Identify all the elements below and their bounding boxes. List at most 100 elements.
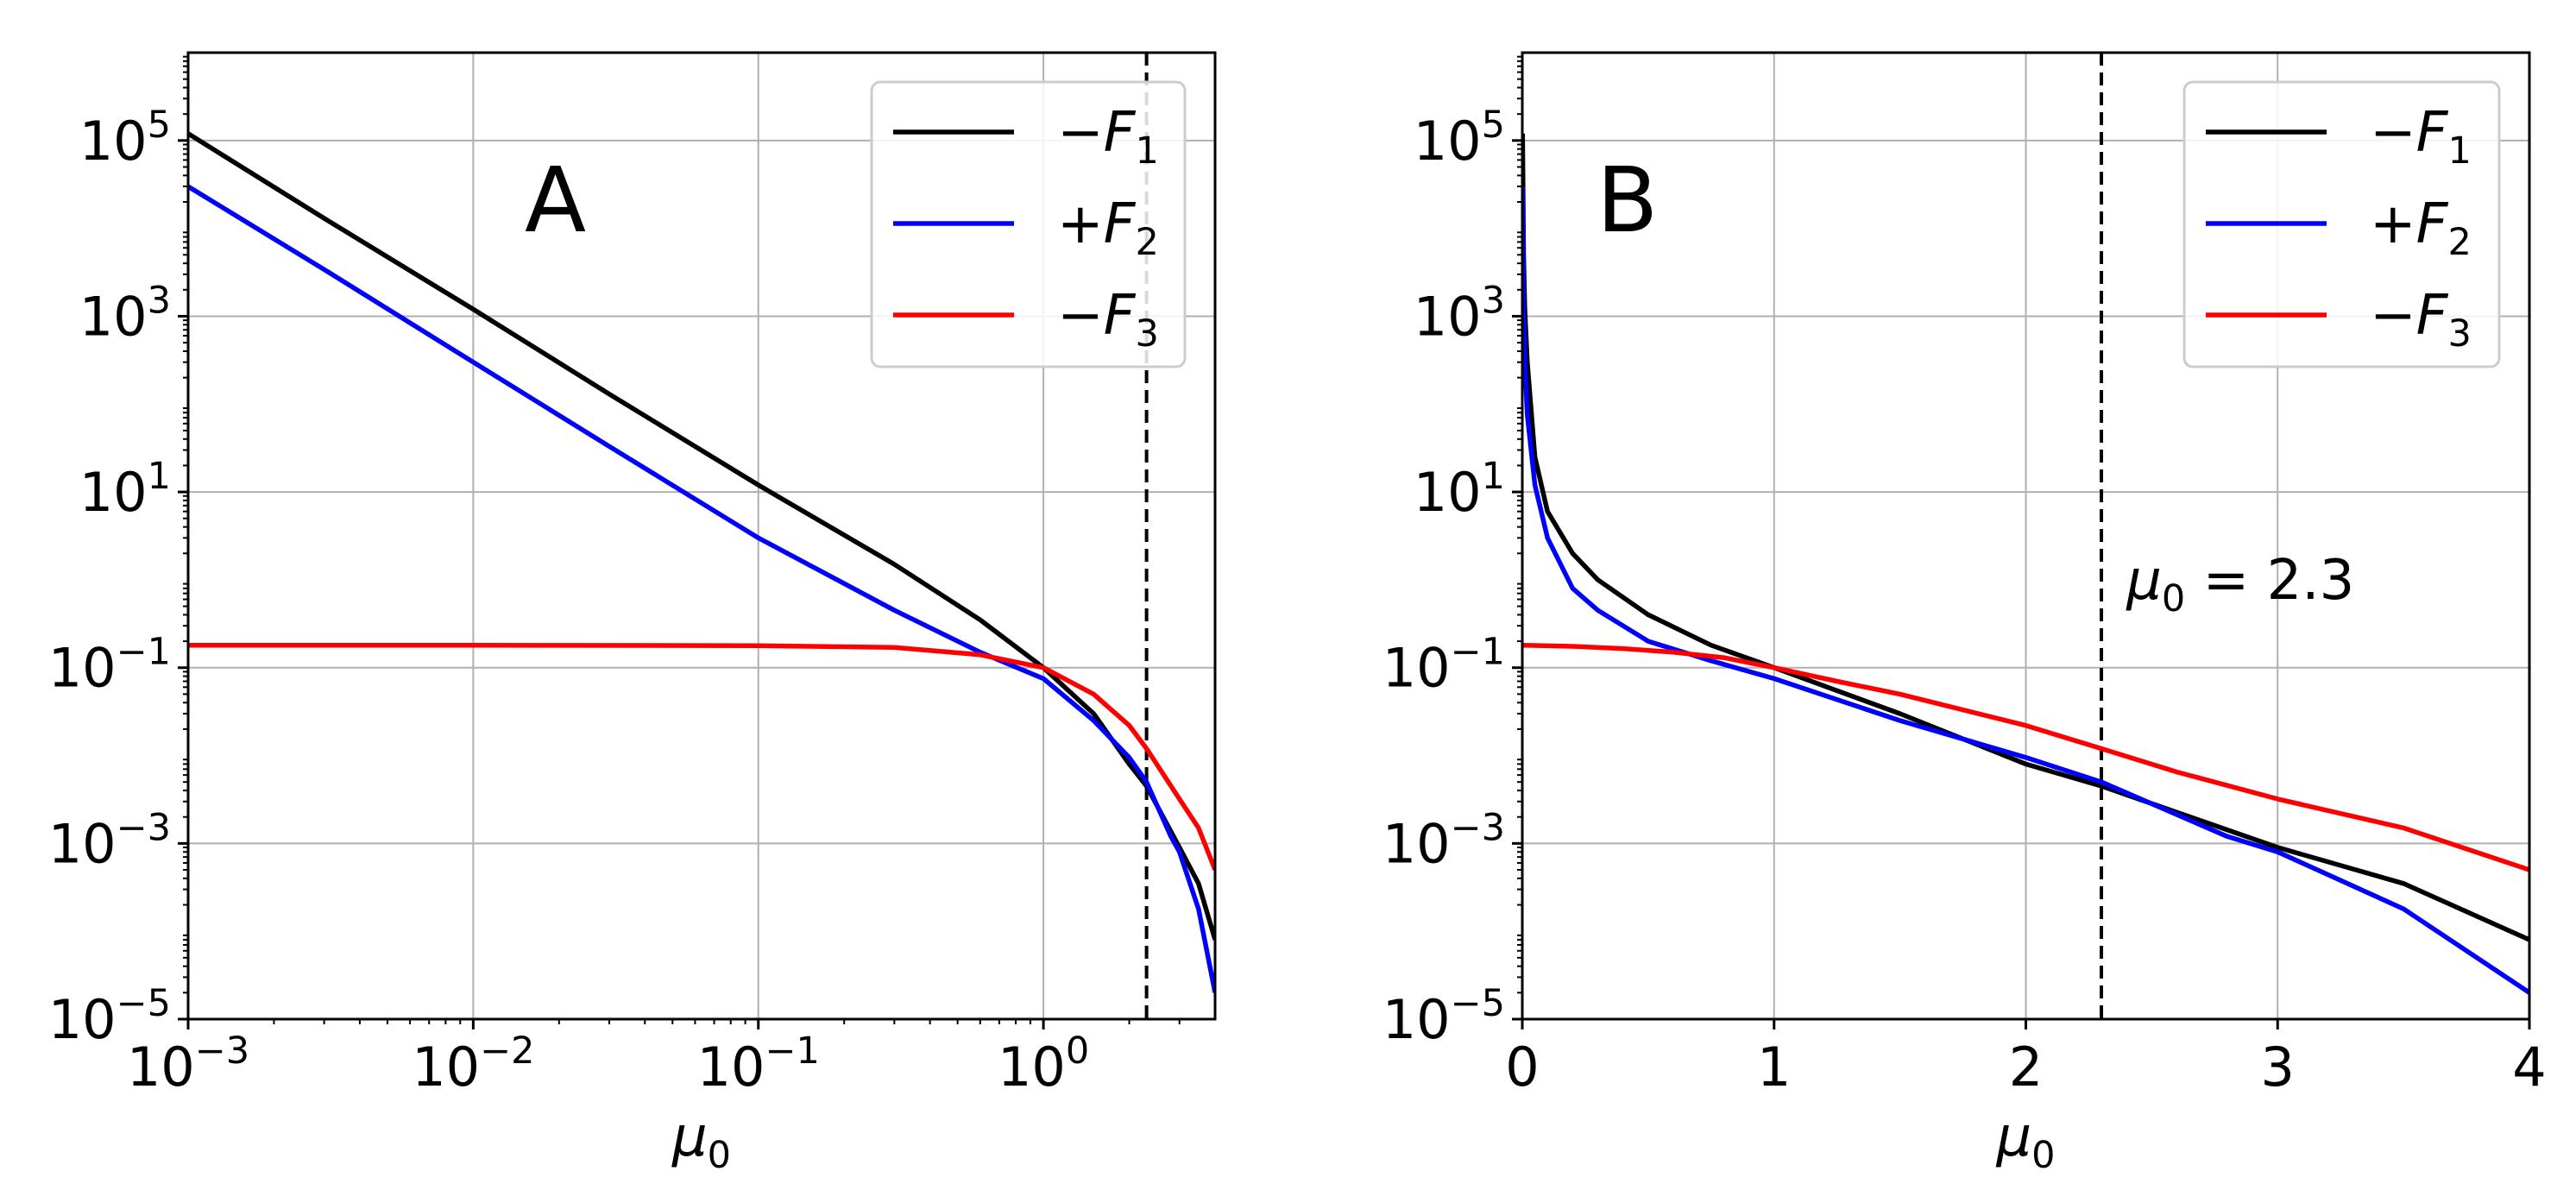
tick-base: 10 <box>48 812 117 875</box>
legend-label-1: −F1 <box>2370 101 2472 173</box>
annotation-main: μ <box>2126 549 2162 613</box>
legend-label-main: F <box>1104 101 1137 165</box>
y-tick-label: 103 <box>1414 279 1505 348</box>
legend-label-1: −F1 <box>1057 101 1159 173</box>
annotation-sub: 0 <box>2162 577 2185 620</box>
legend-label-sign: + <box>1057 192 1104 256</box>
tick-base: 10 <box>998 1036 1066 1099</box>
tick-exponent: 1 <box>148 455 171 498</box>
legend-label-sign: − <box>2370 284 2416 348</box>
tick-exponent: −3 <box>117 806 171 849</box>
legend: −F1+F2−F3 <box>2182 80 2501 368</box>
legend: −F1+F2−F3 <box>870 80 1187 368</box>
tick-base: 10 <box>79 110 148 173</box>
tick-exponent: −2 <box>480 1029 534 1073</box>
tick-base: 10 <box>79 461 148 524</box>
legend-label-sign: + <box>2370 192 2416 256</box>
legend-label-2: +F2 <box>2370 192 2472 264</box>
x-tick-label: 2 <box>2009 1036 2043 1099</box>
tick-exponent: −1 <box>765 1029 819 1073</box>
legend-label-sub: 3 <box>1135 312 1158 356</box>
series-line-3 <box>1522 642 2529 872</box>
y-tick-label: 103 <box>79 279 171 348</box>
tick-exponent: 1 <box>1482 455 1505 498</box>
tick-base: 10 <box>48 637 117 700</box>
axes-frame <box>186 51 1217 1021</box>
x-axis-label: μ0 <box>1995 1105 2055 1177</box>
legend-label-sub: 2 <box>2447 221 2471 264</box>
legend-box <box>2182 80 2501 368</box>
series-line-2 <box>188 184 1215 993</box>
x-tick-label: 0 <box>1505 1036 1539 1099</box>
tick-exponent: −3 <box>1451 806 1505 849</box>
x-axis-label-main: μ <box>1995 1105 2031 1169</box>
legend-label-main: F <box>1104 192 1137 256</box>
tick-exponent: −3 <box>195 1029 249 1073</box>
y-tick-label: 10−5 <box>1382 982 1505 1051</box>
tick-base: 10 <box>48 988 117 1051</box>
x-tick-label: 10−3 <box>127 1029 249 1099</box>
legend-label-main: F <box>2416 192 2449 256</box>
x-tick-label: 3 <box>2261 1036 2295 1099</box>
tick-exponent: 5 <box>148 104 171 147</box>
y-tick-label: 105 <box>79 104 171 173</box>
tick-base: 10 <box>1414 285 1482 348</box>
tick-exponent: −5 <box>1451 982 1505 1025</box>
x-tick-label: 10−2 <box>412 1029 534 1099</box>
annotation: μ0 = 2.3 <box>2126 549 2354 620</box>
tick-base: 10 <box>1414 461 1482 524</box>
panel-label: B <box>1597 148 1658 253</box>
x-axis-label: μ0 <box>671 1105 731 1177</box>
tick-base: 10 <box>127 1036 195 1099</box>
tick-exponent: −1 <box>1451 631 1505 674</box>
legend-label-sub: 1 <box>1135 129 1158 173</box>
legend-label-sign: − <box>1057 284 1104 348</box>
legend-label-sub: 2 <box>1135 221 1158 264</box>
tick-base: 10 <box>79 285 148 348</box>
y-tick-label: 10−3 <box>1382 806 1505 875</box>
series-line-3 <box>188 642 1215 872</box>
legend-label-sign: − <box>2370 101 2416 165</box>
legend-label-3: −F3 <box>2370 284 2472 356</box>
tick-exponent: 0 <box>1066 1029 1089 1073</box>
tick-exponent: −5 <box>117 982 171 1025</box>
y-tick-label: 101 <box>1414 455 1505 524</box>
legend-label-2: +F2 <box>1057 192 1159 264</box>
y-tick-label: 10−5 <box>48 982 171 1051</box>
tick-exponent: −1 <box>117 631 171 674</box>
x-tick-label: 100 <box>998 1029 1089 1099</box>
x-tick-label: 10−1 <box>697 1029 820 1099</box>
tick-base: 10 <box>697 1036 765 1099</box>
tick-exponent: 5 <box>1482 104 1505 147</box>
y-tick-label: 10−1 <box>48 631 171 700</box>
legend-label-main: F <box>1104 284 1137 348</box>
legend-label-sub: 3 <box>2447 312 2471 356</box>
annotation-value: = 2.3 <box>2185 549 2354 613</box>
tick-base: 10 <box>412 1036 480 1099</box>
y-tick-label: 101 <box>79 455 171 524</box>
x-axis-label-sub: 0 <box>2031 1134 2055 1177</box>
y-tick-label: 10−1 <box>1382 631 1505 700</box>
legend-label-sub: 1 <box>2447 129 2471 173</box>
x-axis-label-sub: 0 <box>708 1134 731 1177</box>
tick-base: 10 <box>1382 988 1451 1051</box>
x-tick-label: 1 <box>1757 1036 1791 1099</box>
tick-base: 10 <box>1382 637 1451 700</box>
legend-label-main: F <box>2416 284 2449 348</box>
y-tick-label: 10−3 <box>48 806 171 875</box>
legend-label-main: F <box>2416 101 2449 165</box>
tick-exponent: 3 <box>1482 279 1505 322</box>
legend-label-sign: − <box>1057 101 1104 165</box>
x-axis-label-main: μ <box>671 1105 708 1169</box>
legend-box <box>870 80 1187 368</box>
tick-base: 10 <box>1414 110 1482 173</box>
tick-exponent: 3 <box>148 279 171 322</box>
tick-base: 10 <box>1382 812 1451 875</box>
panel-label: A <box>525 148 586 253</box>
y-tick-label: 105 <box>1414 104 1505 173</box>
x-tick-label: 4 <box>2512 1036 2546 1099</box>
legend-label-3: −F3 <box>1057 284 1159 356</box>
